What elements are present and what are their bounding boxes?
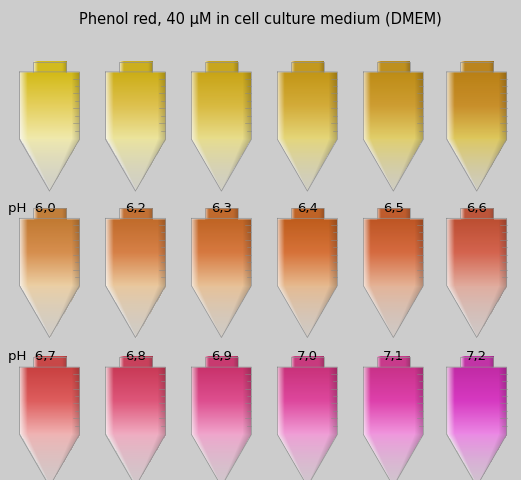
- Text: 6,3: 6,3: [211, 202, 232, 216]
- Text: 7,0: 7,0: [297, 349, 318, 363]
- Text: 6,4: 6,4: [297, 202, 318, 216]
- Text: 6,8: 6,8: [125, 349, 146, 363]
- Text: 7,2: 7,2: [466, 349, 487, 363]
- Text: 6,6: 6,6: [466, 202, 487, 216]
- Text: 7,1: 7,1: [383, 349, 404, 363]
- Text: 6,5: 6,5: [383, 202, 404, 216]
- Text: pH  6,0: pH 6,0: [8, 202, 56, 216]
- Text: Phenol red, 40 μM in cell culture medium (DMEM): Phenol red, 40 μM in cell culture medium…: [79, 12, 442, 27]
- Text: 6,2: 6,2: [125, 202, 146, 216]
- Text: pH  6,7: pH 6,7: [8, 349, 56, 363]
- Text: 6,9: 6,9: [211, 349, 232, 363]
